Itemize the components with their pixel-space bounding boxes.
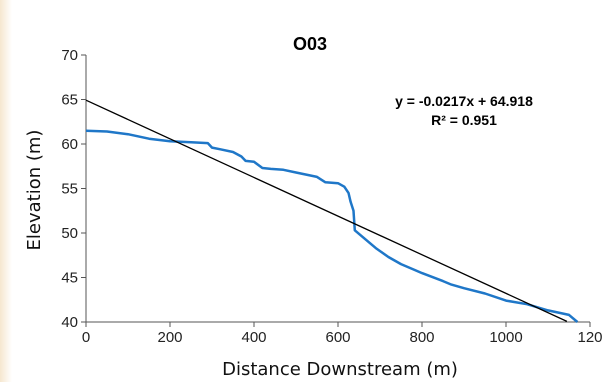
r-squared-label: R² = 0.951 — [431, 112, 497, 128]
y-tick-label: 55 — [61, 181, 78, 198]
x-tick-label: 1000 — [489, 329, 522, 346]
x-tick-label: 200 — [157, 329, 182, 346]
chart-title: O03 — [293, 34, 327, 54]
x-tick-label: 400 — [241, 329, 266, 346]
y-tick-label: 65 — [61, 92, 78, 109]
x-tick-label: 120 — [577, 329, 602, 346]
y-tick-label: 60 — [61, 136, 78, 153]
x-tick-label: 600 — [325, 329, 350, 346]
x-tick-label: 800 — [409, 329, 434, 346]
elevation-profile-line — [85, 129, 579, 323]
x-axis-title: Distance Downstream (m) — [222, 359, 458, 380]
y-tick-label: 50 — [61, 225, 78, 242]
regression-trendline — [85, 99, 568, 322]
regression-equation: y = -0.0217x + 64.918 — [395, 93, 533, 109]
y-axis-title: Elevation (m) — [24, 130, 45, 251]
x-tick-label: 0 — [82, 329, 90, 346]
y-tick-label: 45 — [61, 270, 78, 287]
y-tick-label: 70 — [61, 47, 78, 64]
y-tick-label: 40 — [61, 314, 78, 331]
